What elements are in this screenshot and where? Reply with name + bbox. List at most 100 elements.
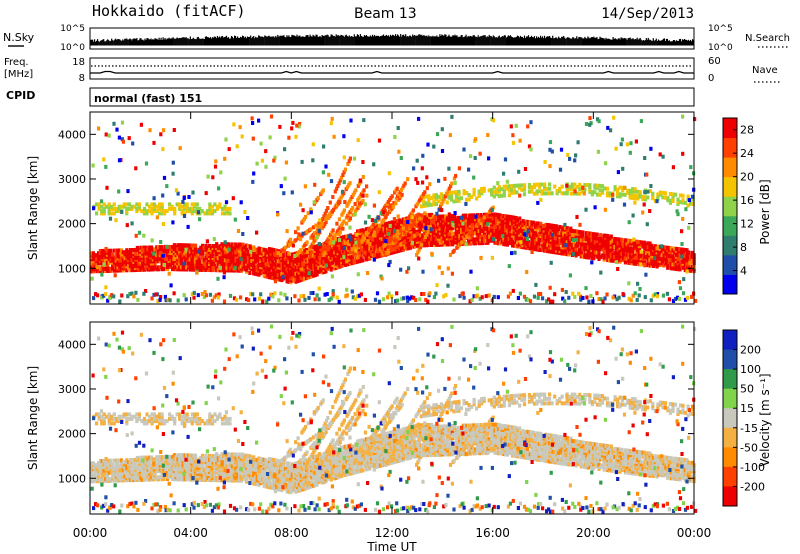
power-cell [433, 220, 437, 225]
power-cell [206, 266, 210, 270]
power-cell [148, 259, 152, 264]
power-cell [306, 250, 310, 255]
power-cell [253, 253, 257, 258]
nsky-sample [112, 40, 114, 46]
power-cell [301, 273, 305, 278]
nsky-sample [104, 41, 106, 46]
nsky-sample [598, 38, 600, 46]
power-cell [315, 266, 319, 271]
nsky-sample [488, 34, 490, 46]
power-cell [285, 251, 289, 256]
power-cell [329, 267, 333, 272]
nsky-sample [405, 34, 407, 46]
power-cell [389, 244, 393, 249]
power-cell [442, 236, 446, 241]
power-cell [500, 227, 504, 232]
power-cell [458, 236, 462, 240]
power-cell [394, 247, 398, 252]
power-cell [246, 244, 250, 248]
nsky-sample [566, 37, 568, 46]
power-cell [329, 247, 333, 252]
power-cell [368, 232, 372, 237]
power-heatmap-cells [90, 114, 698, 304]
power-cell [146, 253, 150, 258]
nsky-sample [157, 39, 159, 46]
power-cell [387, 221, 391, 226]
power-cell [380, 231, 384, 236]
nsky-sample [377, 35, 380, 46]
nsky-sample [664, 41, 666, 46]
nsky-sample [684, 39, 687, 46]
power-cell [463, 215, 467, 220]
nsky-sample [435, 36, 437, 46]
nsky-sample [158, 37, 160, 46]
nsky-sample [641, 40, 643, 46]
nsky-sample [93, 41, 95, 46]
power-cell [195, 202, 199, 207]
power-cell [151, 265, 155, 270]
nsky-sample [174, 39, 176, 46]
power-cell [357, 229, 361, 234]
power-cell [366, 250, 370, 255]
nsky-sample [374, 36, 377, 46]
power-cell [331, 228, 335, 233]
nsky-sample [222, 37, 225, 46]
power-cell [350, 241, 354, 245]
power-cell [167, 249, 171, 253]
nsky-sample [321, 35, 323, 46]
power-cell [361, 228, 365, 233]
power-cell [407, 246, 411, 251]
power-cell [294, 267, 298, 272]
power-cell [341, 249, 346, 254]
power-cell [495, 224, 499, 229]
power-cell [183, 251, 187, 256]
power-cell [109, 248, 113, 253]
power-cell [458, 219, 462, 224]
nsky-sample [354, 36, 356, 46]
power-cell [112, 262, 117, 267]
nsky-sample [605, 37, 607, 46]
power-cell [452, 220, 457, 225]
power-cell [408, 245, 413, 250]
power-cell [269, 247, 273, 252]
power-cell [201, 263, 205, 268]
power-cell [116, 260, 120, 265]
power-cell [438, 214, 442, 219]
nsky-sample [191, 38, 193, 46]
power-cell [167, 244, 171, 249]
nsky-sample [525, 36, 528, 46]
power-cell [336, 259, 340, 264]
power-cell [338, 246, 342, 251]
nsky-sample [90, 39, 92, 46]
nsky-sample [559, 37, 561, 46]
power-cell [341, 235, 346, 240]
power-cell [275, 264, 279, 269]
power-cell [366, 244, 370, 249]
nsky-sample [650, 40, 652, 46]
power-cell [243, 259, 247, 264]
nsky-sample [673, 40, 676, 46]
nsky-sample [184, 37, 186, 46]
nsky-sample [492, 35, 494, 46]
nsky-sample [495, 37, 497, 46]
nsky-sample [449, 36, 451, 46]
power-cell [144, 265, 148, 270]
nsky-sample [654, 40, 656, 46]
power-cell [312, 253, 316, 258]
power-cell [176, 243, 180, 248]
power-cell [201, 259, 205, 264]
nsky-sample [409, 35, 411, 46]
power-cell [303, 248, 307, 253]
power-cell [134, 264, 138, 268]
power-cell [213, 262, 217, 267]
nsky-sample [473, 35, 475, 46]
nsky-sample [300, 37, 302, 46]
power-cell [411, 208, 415, 213]
nsky-sample [164, 38, 166, 46]
power-cell [356, 247, 360, 252]
nsky-sample [348, 35, 350, 46]
power-cell [128, 260, 132, 265]
nsky-sample [477, 35, 479, 46]
power-cell [368, 252, 372, 257]
nsky-sample [403, 34, 405, 46]
